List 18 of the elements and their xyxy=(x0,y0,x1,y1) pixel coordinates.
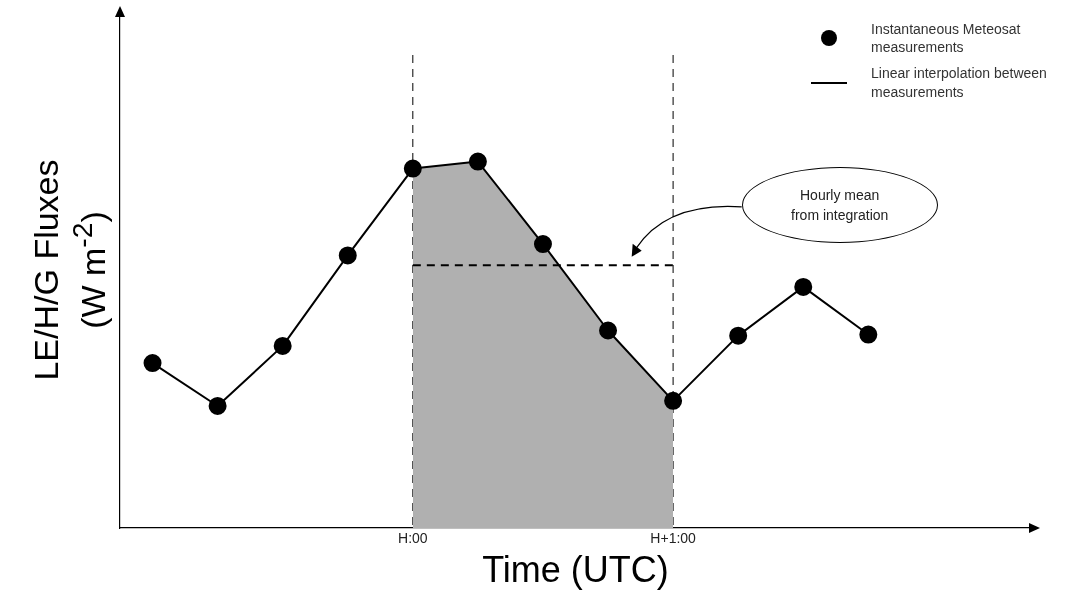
point xyxy=(468,152,487,171)
point xyxy=(273,336,292,355)
legend-label: Linear interpolation between measurements xyxy=(871,64,1048,101)
point xyxy=(729,326,748,345)
point xyxy=(859,325,878,344)
point xyxy=(403,159,422,178)
point xyxy=(794,277,813,296)
point xyxy=(338,246,357,265)
point xyxy=(599,321,618,340)
point xyxy=(143,354,162,373)
x-tick-label: H+1:00 xyxy=(650,530,697,547)
annotation: Hourly mean from integration xyxy=(790,185,890,225)
x-tick-label: H:00 xyxy=(398,530,428,547)
text: Instantaneous Meteosat measurements xyxy=(871,20,1022,57)
x-axis-title: Time (UTC) xyxy=(482,549,669,591)
point xyxy=(664,391,683,410)
point xyxy=(533,235,552,254)
point xyxy=(208,396,227,415)
